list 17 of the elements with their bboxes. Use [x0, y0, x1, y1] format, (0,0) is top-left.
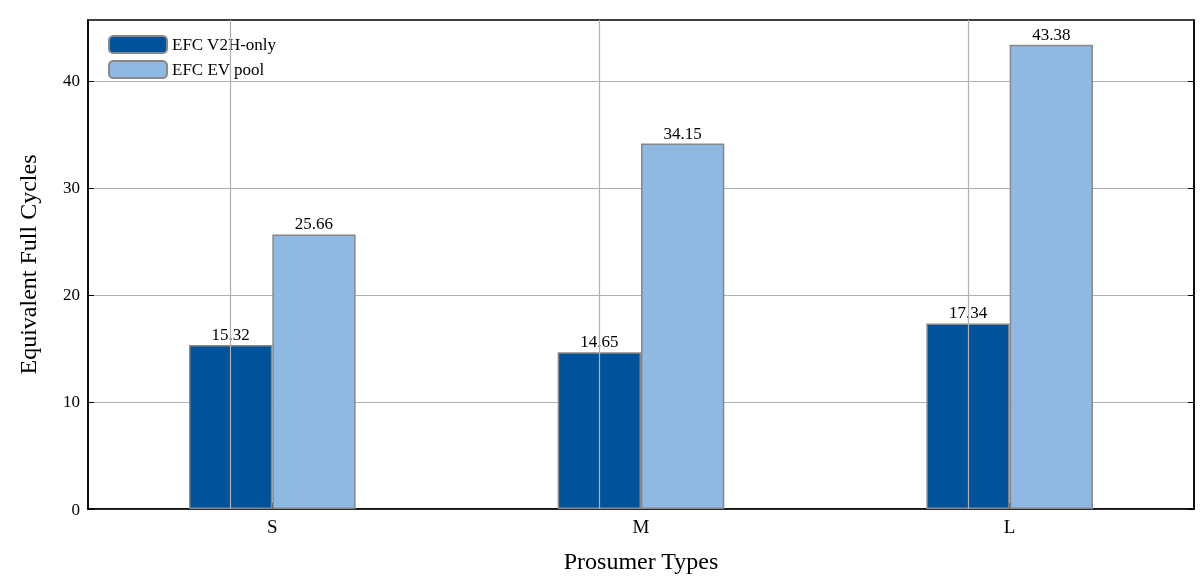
data-label: 34.15: [663, 123, 702, 143]
data-label: 15.32: [211, 325, 250, 345]
x-tick-label: L: [1003, 516, 1016, 537]
y-tick-label: 40: [63, 71, 80, 91]
y-tick-label: 10: [63, 392, 80, 412]
y-tick-label: 0: [71, 499, 80, 519]
x-tick-label: M: [632, 516, 650, 537]
y-tick-label: 30: [63, 178, 80, 198]
legend-label: EFC EV pool: [172, 60, 265, 79]
y-axis-title: Equivalent Full Cycles: [15, 154, 41, 375]
data-label: 17.34: [948, 303, 988, 323]
x-axis-title: Prosumer Types: [563, 548, 719, 574]
x-tick-label: S: [267, 516, 278, 537]
data-label: 14.65: [580, 332, 619, 352]
y-tick-label: 20: [63, 285, 80, 305]
data-label: 43.38: [1032, 24, 1071, 44]
data-label: 25.66: [294, 214, 334, 234]
